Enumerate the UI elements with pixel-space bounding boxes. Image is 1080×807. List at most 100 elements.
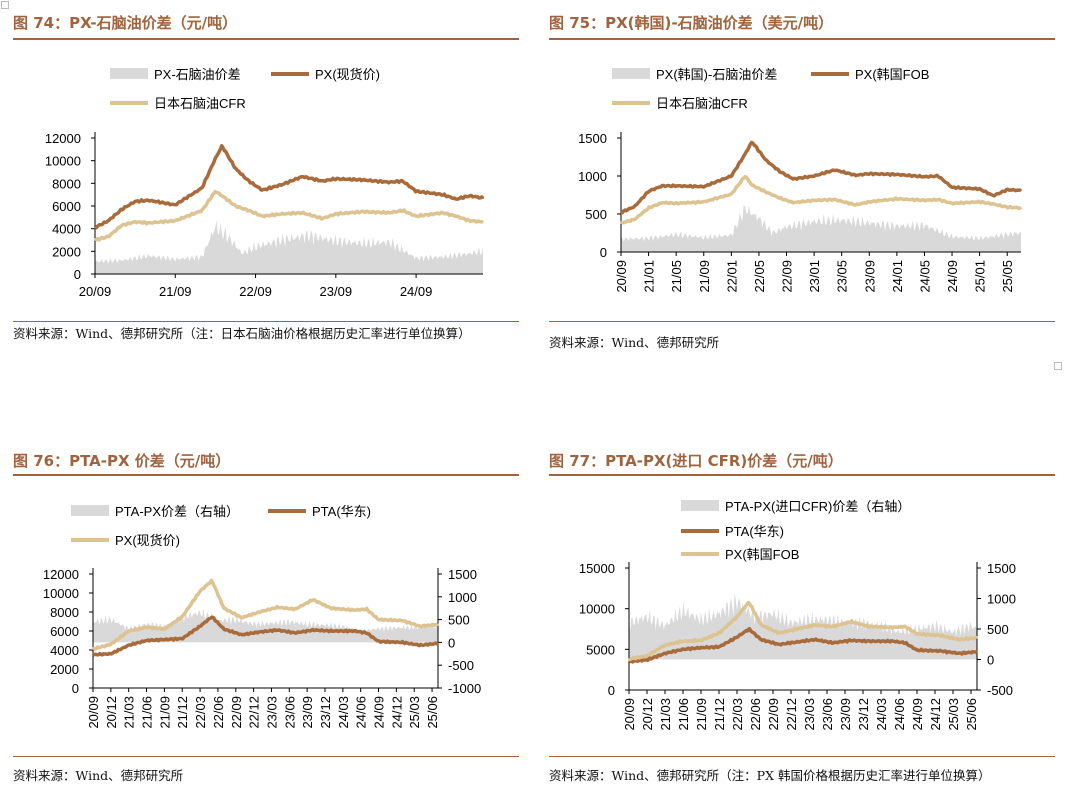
y-tick-label-right: 500 xyxy=(987,622,1009,637)
data-point xyxy=(248,209,250,212)
y-tick-label-right: 1500 xyxy=(987,561,1016,576)
legend-item: PX(韩国FOB xyxy=(681,547,799,562)
data-point xyxy=(850,620,852,623)
y-tick-label: 12000 xyxy=(45,131,81,146)
data-point xyxy=(163,638,166,641)
x-tick-label: 23/03 xyxy=(802,698,817,731)
data-point xyxy=(92,654,94,656)
source-rule xyxy=(13,321,519,322)
data-point xyxy=(923,199,926,202)
data-point xyxy=(813,175,815,177)
legend-swatch xyxy=(110,68,148,79)
data-point xyxy=(321,180,324,182)
data-point xyxy=(330,607,332,609)
figure-title: 图 77：PTA-PX(进口 CFR)价差（元/吨） xyxy=(549,452,843,470)
x-tick-label: 25/06 xyxy=(425,696,440,729)
x-tick-label: 20/09 xyxy=(614,260,629,293)
data-point xyxy=(892,640,894,642)
y-tick-label: 2000 xyxy=(52,244,81,259)
data-point xyxy=(646,655,648,657)
legend-item: PX-石脑油价差 xyxy=(110,67,241,82)
data-point xyxy=(401,209,404,212)
series-line xyxy=(92,578,439,651)
data-point xyxy=(868,625,870,628)
source-rule xyxy=(549,756,1055,757)
y-tick-label: 4000 xyxy=(52,222,81,237)
data-point xyxy=(937,198,939,201)
data-point xyxy=(145,639,148,642)
data-point xyxy=(744,175,746,177)
data-point xyxy=(301,212,304,214)
data-point xyxy=(121,208,123,211)
data-point xyxy=(301,175,304,178)
data-point xyxy=(199,590,201,592)
data-point xyxy=(730,193,733,195)
data-point xyxy=(661,201,664,204)
data-point xyxy=(978,188,981,190)
x-tick-label: 25/06 xyxy=(964,698,979,731)
figure-74: 图 74：PX-石脑油价差（元/吨） PX-石脑油价差 PX(现货价) 日本石脑油C… xyxy=(13,12,519,372)
data-point xyxy=(365,632,368,634)
x-tick-label: 24/05 xyxy=(917,260,932,293)
data-point xyxy=(211,616,213,618)
data-point xyxy=(401,641,404,644)
x-tick-label: 21/06 xyxy=(676,698,691,731)
data-point xyxy=(377,640,380,643)
data-point xyxy=(163,628,166,630)
data-point xyxy=(388,212,391,214)
data-point xyxy=(455,215,458,217)
figure-title: 图 76：PTA-PX 价差（元/吨） xyxy=(13,452,231,470)
legend-item: 日本石脑油CFR xyxy=(110,96,246,111)
data-point xyxy=(620,211,622,214)
spread-area xyxy=(93,607,438,643)
x-tick-label: 22/09 xyxy=(766,698,781,731)
data-point xyxy=(937,175,939,177)
x-tick-label: 21/03 xyxy=(658,698,673,731)
title-rule xyxy=(549,474,1055,476)
legend-label: 日本石脑油CFR xyxy=(656,96,748,111)
data-point xyxy=(201,209,203,212)
data-point xyxy=(121,224,123,227)
series-area xyxy=(95,220,483,274)
data-point xyxy=(199,625,201,628)
x-tick-label: 21/09 xyxy=(694,698,709,731)
data-point xyxy=(377,618,380,621)
data-point xyxy=(365,608,368,610)
title-rule xyxy=(13,474,519,476)
x-tick-label: 25/03 xyxy=(946,698,961,731)
legend-item: PX(韩国FOB xyxy=(811,67,929,82)
data-point xyxy=(923,176,926,178)
data-point xyxy=(744,153,746,155)
x-tick-label: 25/03 xyxy=(407,696,422,729)
data-point xyxy=(700,639,702,642)
data-point xyxy=(834,198,836,201)
x-tick-label: 20/09 xyxy=(79,284,112,299)
data-point xyxy=(281,183,284,186)
data-point xyxy=(814,624,816,626)
chart-svg: PX(韩国)-石脑油价差 PX(韩国FOB 日本石脑油CFR 0 500 1000 1500… xyxy=(578,67,1022,293)
data-point xyxy=(628,660,630,663)
data-point xyxy=(234,205,237,207)
legend-item: PX(韩国)-石脑油价差 xyxy=(612,67,777,82)
x-tick-label: 21/01 xyxy=(642,260,657,293)
data-point xyxy=(294,608,297,610)
legend-label: PTA(华东) xyxy=(312,504,371,519)
x-tick-label: 23/09 xyxy=(862,260,877,293)
legend-item: PTA(华东) xyxy=(681,524,784,539)
data-point xyxy=(778,170,781,173)
x-tick-label: 23/05 xyxy=(835,260,850,293)
data-point xyxy=(682,640,684,642)
spread-area xyxy=(621,205,1021,252)
series-area xyxy=(93,607,438,643)
title-rule xyxy=(549,38,1055,40)
legend-item: 日本石脑油CFR xyxy=(612,96,748,111)
legend-label: PTA-PX(进口CFR)价差（右轴） xyxy=(725,499,910,514)
data-point xyxy=(854,174,857,176)
x-tick-label: 21/09 xyxy=(159,284,192,299)
legend-label: PTA(华东) xyxy=(725,524,784,539)
data-point xyxy=(127,644,130,647)
chart-svg: PTA-PX价差（右轴） PTA(华东) PX(现货价) 0 2000 4000 6000 8… xyxy=(43,504,481,729)
y-tick-label: 0 xyxy=(72,681,79,696)
data-point xyxy=(778,197,781,199)
data-point xyxy=(896,173,898,176)
